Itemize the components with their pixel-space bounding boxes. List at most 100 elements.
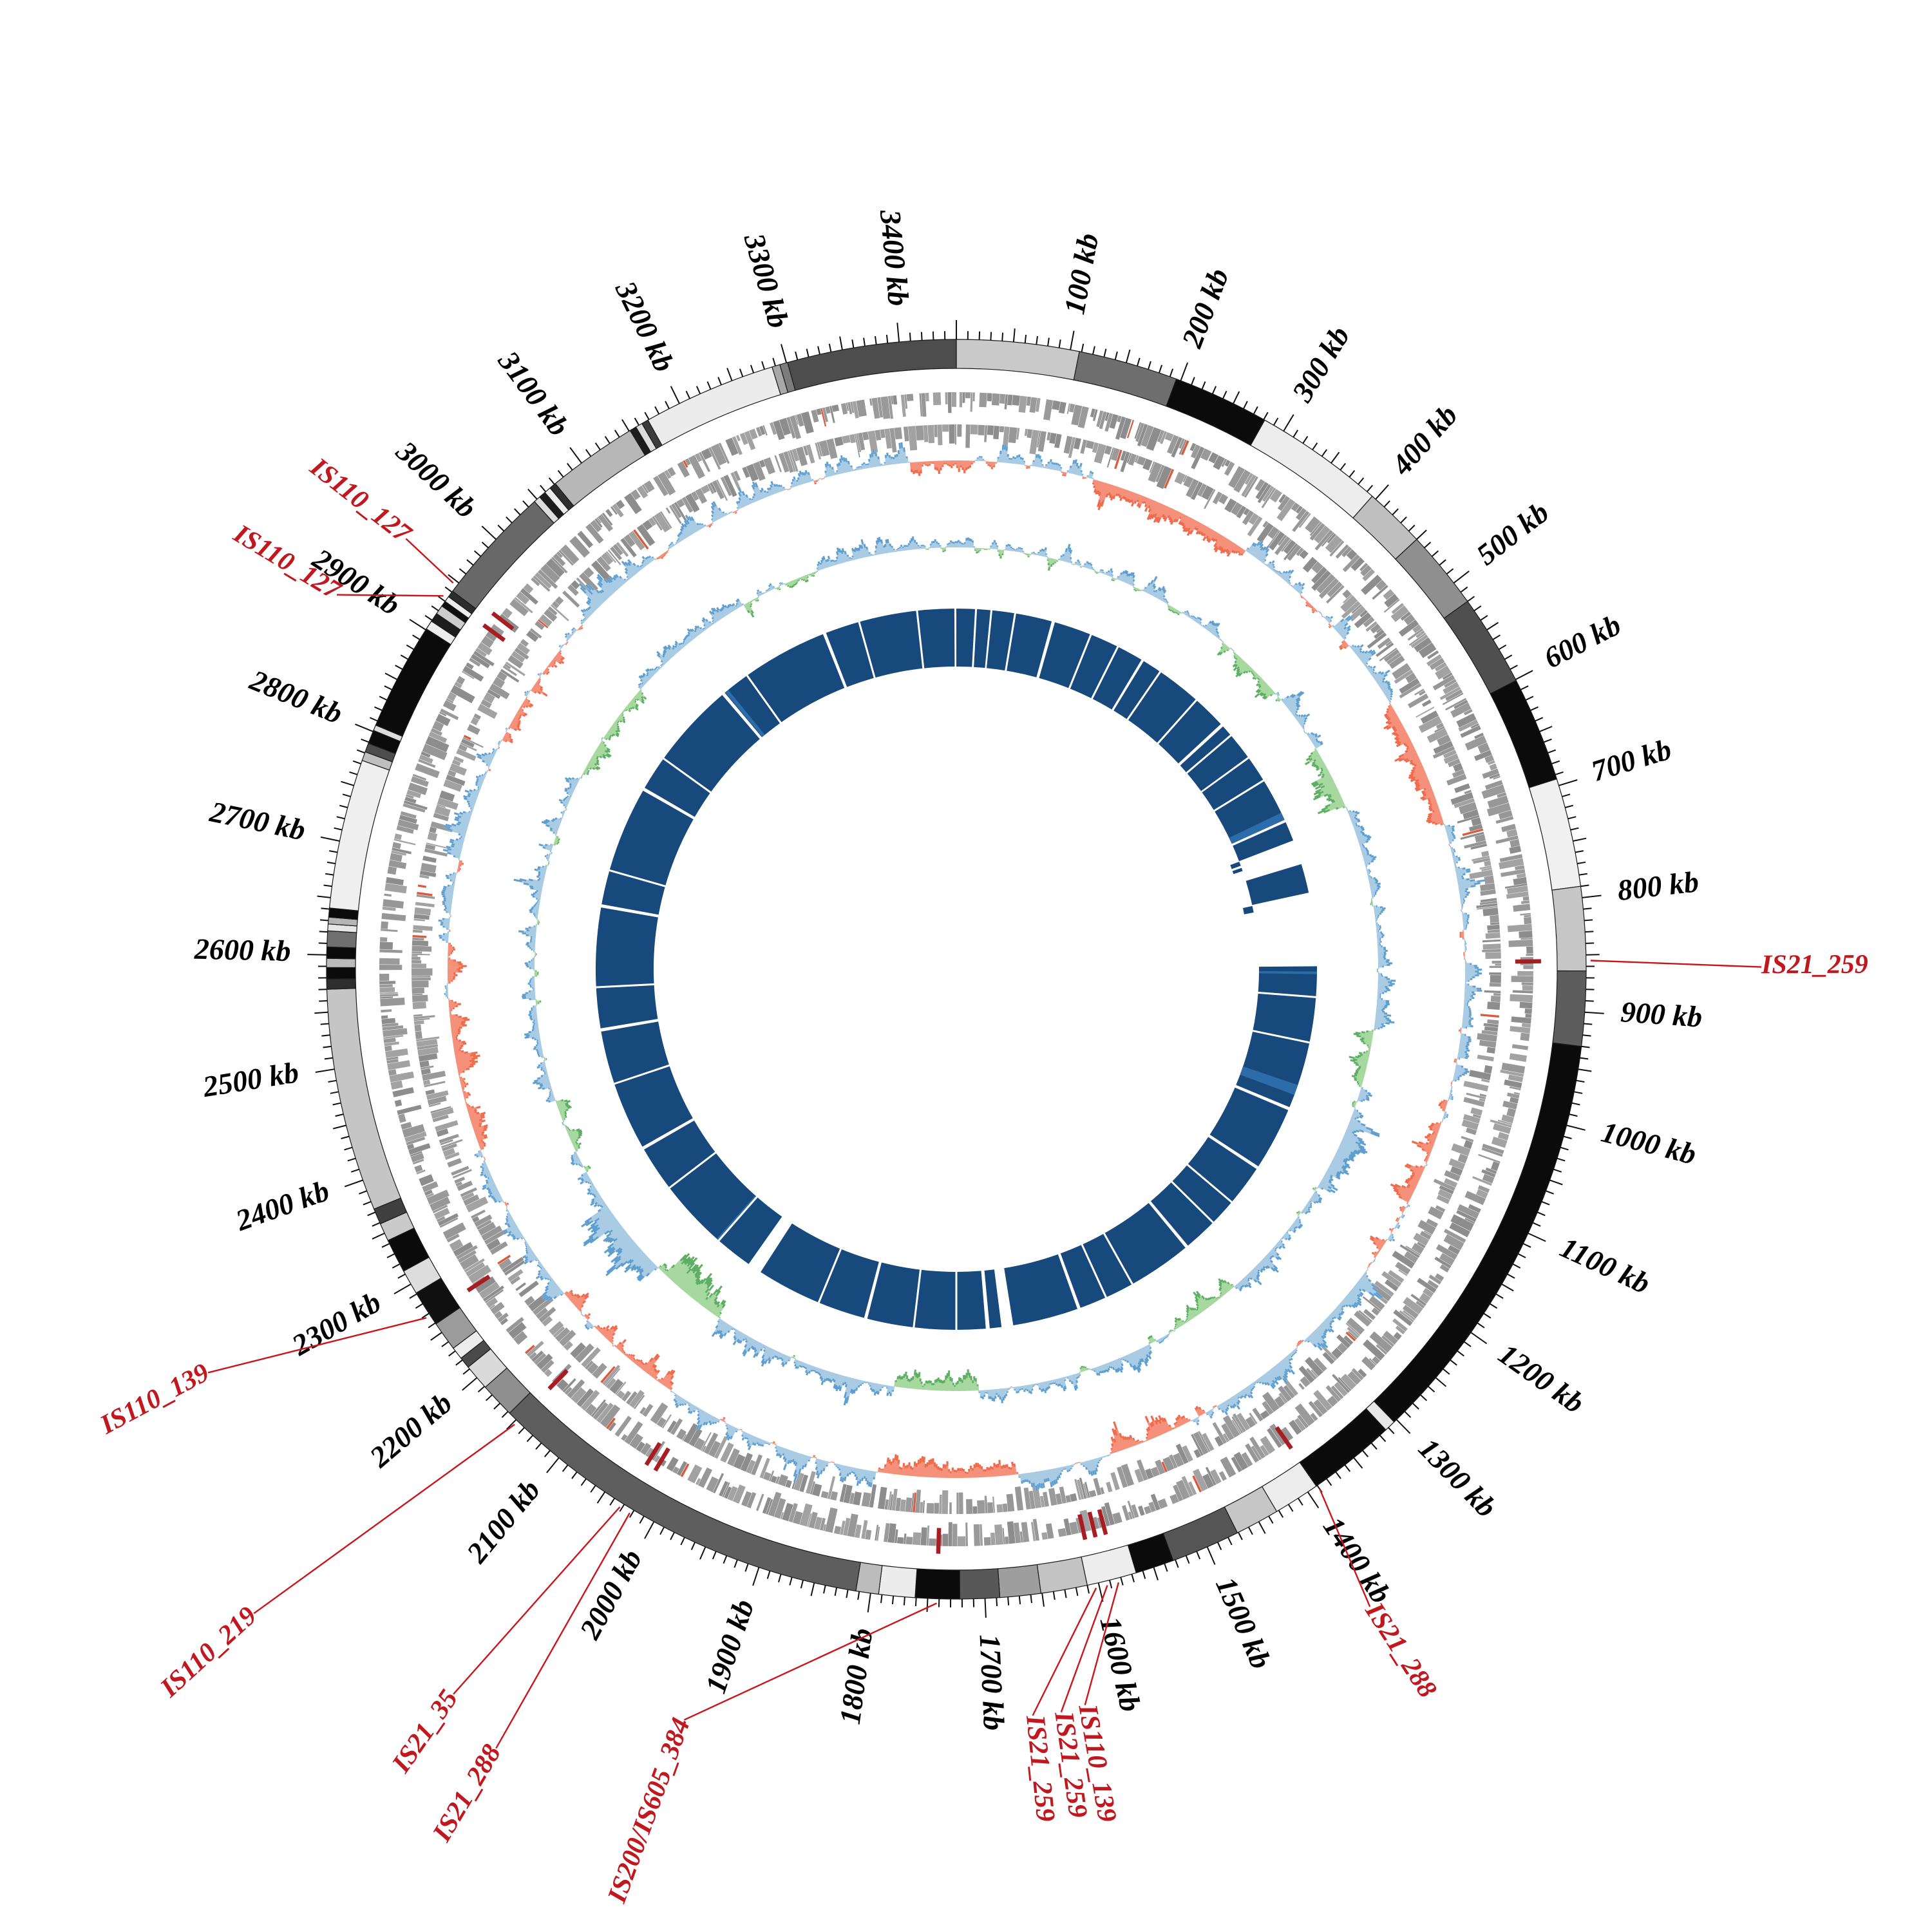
tick-mark [670, 386, 680, 404]
gene-bar [397, 819, 419, 831]
gene-bar [990, 1532, 996, 1546]
gene-bar [1191, 481, 1203, 500]
tick-mark [344, 1146, 353, 1151]
gene-bar [1470, 844, 1488, 850]
gene-bar [699, 451, 711, 473]
gene-bar [1403, 1310, 1416, 1321]
karyotype-ring [326, 339, 1587, 1600]
tick-mark [1575, 850, 1584, 853]
gene-bar [1191, 1434, 1204, 1456]
gene-bar [1456, 1209, 1477, 1222]
gene-bar [858, 432, 866, 451]
gene-bar [810, 1481, 815, 1495]
gene-bar [1037, 431, 1046, 452]
gene-bar [733, 1454, 746, 1470]
gene-bar [621, 1434, 628, 1441]
gene-bar [1077, 1479, 1084, 1500]
gene-bar [1510, 994, 1533, 1003]
gene-bar [814, 1517, 822, 1530]
tick-mark [1335, 1472, 1341, 1479]
tick-mark [1392, 508, 1399, 516]
gene-bar [1426, 728, 1448, 743]
tick-mark [363, 1200, 372, 1206]
gene-bar [707, 483, 715, 495]
gene-bar [513, 1331, 528, 1345]
gene-bar [1481, 1147, 1503, 1157]
gene-bar [1489, 763, 1497, 771]
gene-bar [592, 1363, 607, 1379]
gene-bar [1218, 1471, 1227, 1481]
gene-bar [1052, 400, 1061, 410]
is-feature-dash [936, 1528, 942, 1554]
gene-bar [596, 1403, 614, 1423]
gene-bar [497, 1312, 509, 1323]
gene-bar [432, 721, 444, 732]
gene-bar [1376, 642, 1394, 658]
tick-mark [392, 1263, 401, 1269]
gene-bar [1214, 1435, 1224, 1447]
gene-bar [685, 458, 691, 466]
gene-bar [1361, 574, 1382, 595]
is-annotation-label: IS200/IS605_384 [602, 1714, 696, 1908]
tick-label: 2500 kb [200, 1056, 301, 1103]
gene-bar [494, 1311, 503, 1320]
gene-bar [1521, 982, 1533, 985]
gene-bar [1506, 829, 1518, 838]
gene-bar [1260, 1444, 1269, 1457]
gene-bar [727, 1448, 740, 1466]
gene-bar [1487, 924, 1500, 931]
is-annotation-leader [1590, 960, 1762, 968]
tick-mark [1222, 390, 1227, 399]
gene-bar [1463, 1114, 1481, 1124]
gene-bar [434, 805, 451, 817]
gene-bar [1336, 1334, 1351, 1349]
tick-mark [1512, 1263, 1521, 1269]
gene-bar [1479, 1039, 1497, 1048]
gene-bar [417, 1044, 439, 1050]
gene-bar [1513, 904, 1531, 912]
gene-bar [437, 797, 459, 810]
gene-bar [1464, 1218, 1475, 1224]
gene-bar [871, 397, 880, 419]
gene-bar [751, 1454, 762, 1475]
gene-bar [1134, 1468, 1144, 1483]
gene-bar [404, 800, 428, 810]
tick-mark [477, 1386, 485, 1393]
gene-bar [734, 470, 741, 481]
tick-mark [1498, 644, 1507, 650]
gene-bar [954, 424, 956, 445]
gene-bar [1180, 440, 1189, 455]
gene-bar [1513, 1092, 1520, 1095]
gene-bar [626, 1391, 638, 1405]
gene-bar [1444, 1178, 1458, 1188]
gene-bar [470, 717, 479, 726]
tick-mark [518, 1427, 525, 1434]
gene-bar [1499, 858, 1524, 869]
gene-bar [1419, 1231, 1432, 1240]
gene-bar [1359, 563, 1368, 572]
tick-mark [1557, 1157, 1566, 1162]
gene-bar [1400, 611, 1411, 621]
gene-bar [1439, 1253, 1455, 1266]
gene-bar [1088, 1490, 1097, 1497]
gene-bar [1257, 484, 1271, 504]
gene-bar [688, 455, 705, 479]
gene-bar [1484, 875, 1495, 884]
gene-bar [579, 572, 598, 592]
gene-bar [1419, 1293, 1431, 1304]
tick-label: 1500 kb [1209, 1572, 1278, 1673]
gene-bar [1065, 1495, 1072, 1503]
gene-bar [714, 1435, 728, 1459]
gene-bar [381, 1009, 392, 1013]
gene-bar [1420, 710, 1439, 724]
gene-bar [1477, 743, 1490, 754]
gene-bar [529, 1352, 537, 1359]
gene-bar [1342, 589, 1352, 599]
gene-bar [1021, 1522, 1030, 1542]
tick-mark [1024, 334, 1027, 343]
gene-bar [687, 1464, 703, 1484]
gene-bar [1120, 450, 1127, 461]
tick-mark [1404, 1411, 1412, 1418]
gene-bar [455, 1181, 462, 1187]
gene-bar [526, 1341, 544, 1357]
